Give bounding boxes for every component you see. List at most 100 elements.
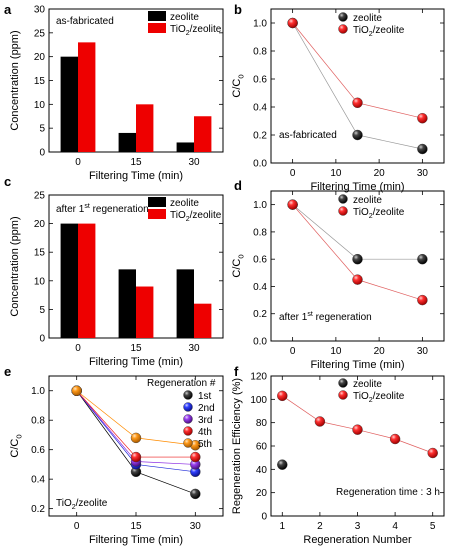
y-tick-label: 0.4	[253, 282, 267, 293]
legend-swatch-zeolite	[148, 197, 166, 207]
x-tick-label: 15	[130, 521, 142, 532]
bar-zeolite	[118, 132, 136, 152]
point-zeolite	[277, 459, 288, 470]
legend-marker-zeolite	[338, 194, 348, 204]
x-tick-label: 30	[190, 521, 202, 532]
x-axis-label: Filtering Time (min)	[310, 181, 404, 193]
bar-tio2	[194, 116, 212, 152]
plot-frame	[270, 190, 445, 342]
y-tick-label: 0	[39, 334, 45, 345]
x-tick-label: 30	[188, 343, 200, 354]
legend-marker-regen_5th	[183, 438, 193, 448]
y-axis-label: C/C0	[231, 254, 245, 277]
bar-tio2	[194, 303, 212, 338]
y-tick-label: 10	[34, 100, 46, 111]
y-tick-label: 1.0	[31, 386, 45, 397]
panel-c: c 0 5 10 15 20 25 Concentration (ppm) Filtering …	[4, 174, 224, 368]
legend-label: 1st	[198, 391, 212, 402]
panel-annotation: as-fabricated	[279, 130, 337, 141]
x-tick-label: 4	[392, 521, 398, 532]
legend-label: 2nd	[198, 403, 215, 414]
x-tick-label: 30	[188, 157, 200, 168]
panel-letter: e	[4, 364, 11, 379]
legend-label: TiO2/zeolite	[353, 25, 405, 38]
y-tick-label: 30	[34, 5, 46, 16]
point-zeolite	[352, 253, 363, 265]
panel-b: b 0.0 0.2 0.4 0.6 0.8 1.0 C/C0 Filtering Time (m…	[231, 2, 445, 193]
legend-label: zeolite	[353, 195, 382, 206]
point-zeolite	[352, 129, 363, 141]
y-tick-label: 0.2	[31, 504, 45, 515]
legend-marker-regen_2nd	[183, 402, 193, 412]
x-tick-label: 0	[74, 521, 80, 532]
y-tick-label: 0.8	[253, 47, 267, 58]
y-tick-label: 0.2	[253, 131, 267, 142]
x-tick-label: 30	[417, 168, 429, 179]
bar-tio2	[136, 104, 154, 152]
x-tick-label: 1	[280, 521, 286, 532]
bar-zeolite	[60, 223, 78, 338]
panel-letter: d	[234, 178, 242, 193]
line-tio2	[292, 204, 423, 301]
point-tio2	[427, 447, 438, 459]
y-tick-label: 15	[34, 76, 46, 87]
y-tick-label: 0.2	[253, 309, 267, 320]
y-axis-label: C/C0	[9, 434, 23, 457]
legend-swatch-tio2	[148, 209, 166, 219]
legend-label: TiO2/zeolite	[170, 210, 222, 223]
x-tick-label: 3	[355, 521, 361, 532]
x-axis-label: Filtering Time (min)	[89, 534, 183, 546]
panel-d: d 0.0 0.2 0.4 0.6 0.8 1.0 C/C0 Filtering Time (m…	[231, 178, 445, 371]
panel-letter: a	[4, 2, 12, 17]
legend-label: zeolite	[353, 379, 382, 390]
panel-annotation: Regeneration time : 3 h	[336, 487, 440, 498]
bar-tio2	[136, 286, 154, 338]
y-tick-label: 80	[256, 418, 268, 429]
x-axis-label: Filtering Time (min)	[310, 359, 404, 371]
point-tio2	[389, 433, 401, 445]
point-tio2	[287, 17, 298, 29]
plot-frame	[270, 8, 445, 164]
y-tick-label: 0	[261, 512, 267, 523]
x-tick-label: 30	[417, 346, 429, 357]
legend-swatch-zeolite	[148, 11, 166, 21]
point-tio2	[417, 294, 428, 306]
x-tick-label: 2	[317, 521, 323, 532]
y-tick-label: 0	[39, 148, 45, 159]
legend-label: TiO2/zeolite	[353, 391, 405, 404]
point-regen_1st	[190, 488, 201, 500]
panel-letter: f	[234, 364, 239, 379]
point-tio2	[352, 424, 363, 435]
point-tio2	[417, 112, 428, 124]
y-tick-label: 0.8	[31, 416, 45, 427]
y-tick-label: 10	[34, 276, 46, 287]
legend-label: 5th	[198, 439, 212, 450]
x-tick-label: 20	[374, 168, 386, 179]
legend-marker-tio2	[338, 390, 348, 400]
y-tick-label: 0.4	[253, 103, 267, 114]
legend-marker-zeolite	[338, 12, 348, 22]
bar-zeolite	[176, 269, 194, 338]
legend-title: Regeneration #	[147, 378, 216, 389]
y-tick-label: 20	[256, 488, 268, 499]
y-tick-label: 20	[34, 52, 46, 63]
y-tick-label: 60	[256, 442, 268, 453]
y-tick-label: 100	[250, 395, 267, 406]
point-tio2	[352, 274, 363, 285]
line-tio2	[282, 395, 433, 454]
y-tick-label: 0.6	[253, 255, 267, 266]
point-zeolite	[417, 253, 428, 265]
y-tick-label: 0.0	[253, 159, 267, 170]
y-axis-label: Regeneration Efficiency (%)	[231, 378, 243, 514]
legend-marker-regen_3rd	[183, 414, 193, 424]
y-tick-label: 0.6	[253, 75, 267, 86]
panel-annotation: as-fabricated	[56, 16, 114, 27]
legend-label: 4th	[198, 427, 212, 438]
x-tick-label: 15	[130, 343, 142, 354]
y-axis-label: C/C0	[231, 74, 245, 97]
x-tick-label: 10	[330, 346, 342, 357]
legend-label: TiO2/zeolite	[170, 24, 222, 37]
legend-label: TiO2/zeolite	[353, 207, 405, 220]
x-tick-label: 0	[75, 157, 81, 168]
